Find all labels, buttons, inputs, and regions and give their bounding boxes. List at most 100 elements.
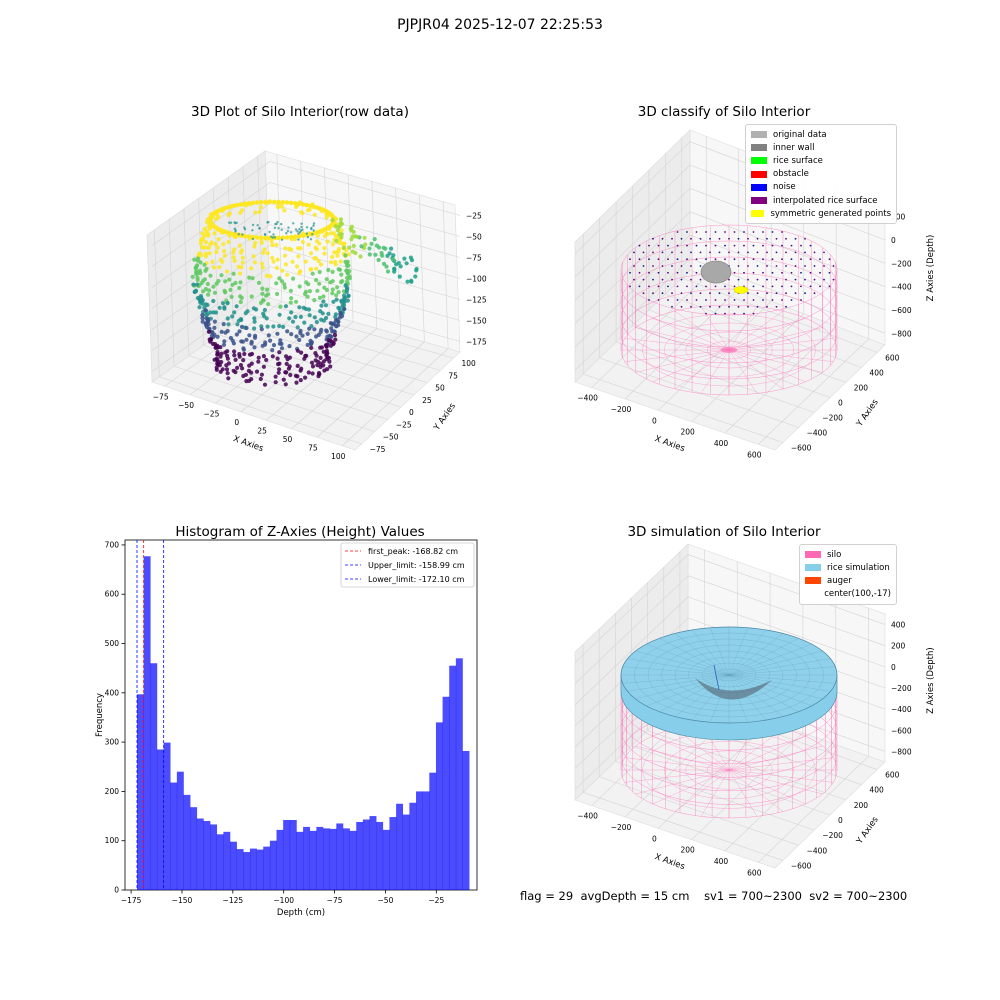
- sim-z-tick-label: −400: [891, 705, 912, 714]
- cls-surface-point: [823, 265, 825, 267]
- raw-point: [305, 294, 310, 299]
- raw-point: [288, 288, 293, 293]
- raw-point: [223, 350, 228, 355]
- raw-point: [220, 301, 226, 306]
- raw-point: [232, 353, 237, 358]
- raw-point: [240, 260, 245, 265]
- sim-silo-spoke: [728, 769, 806, 805]
- cls-y-tick-label: 200: [854, 384, 869, 393]
- raw-gridline: [233, 323, 428, 383]
- raw-point: [231, 341, 236, 346]
- raw-point: [267, 220, 270, 224]
- cls-surface-point: [762, 271, 764, 274]
- raw-point: [254, 307, 259, 312]
- raw-point: [210, 259, 215, 264]
- sim-rice-mesh-spoke: [691, 674, 730, 721]
- raw-point: [330, 242, 335, 247]
- raw-point: [321, 299, 326, 304]
- raw-point: [339, 241, 344, 246]
- cls-surface-point: [794, 251, 797, 254]
- cls-y-axis-label: Y Axies: [854, 397, 881, 429]
- cls-surface-point: [680, 292, 683, 295]
- raw-point: [229, 294, 234, 299]
- raw-point: [264, 273, 269, 278]
- histogram-bars: [137, 556, 470, 890]
- raw-point: [215, 334, 220, 339]
- raw-point: [231, 203, 237, 209]
- sim-x-tick-label: −400: [577, 812, 598, 821]
- raw-point: [376, 257, 381, 263]
- legend-swatch: [751, 170, 767, 178]
- cls-surface-point: [766, 237, 768, 240]
- sim-auger: [713, 664, 720, 691]
- raw-point: [319, 262, 324, 267]
- raw-point: [269, 239, 274, 244]
- y-tick-label: 600: [105, 590, 120, 599]
- raw-point: [322, 246, 327, 251]
- raw-point: [307, 231, 313, 237]
- cls-gridline: [689, 188, 886, 264]
- histogram-bar: [223, 831, 231, 890]
- histogram-bar: [249, 848, 257, 890]
- raw-point: [254, 369, 260, 374]
- cls-y-tick-label: 0: [838, 399, 843, 408]
- cls-surface-point: [705, 244, 707, 247]
- histogram-bar: [362, 819, 370, 890]
- raw-point: [310, 227, 313, 231]
- cls-x-tick-label: −200: [611, 405, 632, 414]
- cls-surface-point: [714, 231, 717, 233]
- sim-silo-spoke: [728, 769, 758, 817]
- histogram-bar: [455, 658, 463, 890]
- raw-gridline: [168, 219, 175, 367]
- raw-point: [257, 209, 262, 214]
- raw-point: [237, 243, 242, 248]
- raw-gridline: [203, 344, 402, 408]
- raw-point: [282, 208, 287, 213]
- raw-point: [193, 266, 198, 271]
- raw-point: [260, 291, 265, 296]
- cls-surface-point: [781, 271, 783, 274]
- raw-y-tick-label: 0: [409, 408, 414, 417]
- cls-surface-point: [676, 258, 679, 261]
- raw-point: [324, 329, 329, 334]
- raw-point: [206, 245, 211, 250]
- y-tick-label: 400: [105, 688, 120, 697]
- cls-surface-point: [781, 285, 783, 288]
- raw-point: [241, 358, 246, 363]
- simulation-legend: silo rice simulation auger center(100,-17): [799, 544, 897, 605]
- raw-point: [206, 329, 211, 334]
- cls-surface-point: [785, 278, 787, 281]
- sim-silo-spoke: [728, 745, 823, 771]
- classify-3d-plot: −400−2000200400600−600−400−2000200400600…: [574, 129, 936, 459]
- sim-x-tick-label: 0: [652, 834, 657, 843]
- sv2-text: sv2 = 700~2300: [809, 889, 908, 903]
- cls-surface-point: [794, 265, 797, 267]
- histogram-bar: [163, 742, 171, 890]
- sim-y-axis-label: Y Axies: [854, 815, 881, 847]
- histogram-bar: [462, 750, 470, 890]
- histogram-bar: [449, 665, 457, 890]
- raw-point: [233, 370, 238, 375]
- histogram-bar: [236, 849, 244, 890]
- cls-surface-point: [724, 244, 726, 247]
- cls-surface-point: [785, 265, 787, 267]
- sim-gridline: [599, 776, 799, 846]
- cls-surface-point: [762, 299, 764, 301]
- cls-surface-point: [762, 244, 764, 247]
- legend-label: first_peak: -168.82 cm: [368, 547, 458, 556]
- cls-surface-point: [752, 312, 755, 315]
- raw-point: [282, 253, 288, 258]
- y-tick-label: 700: [105, 540, 120, 549]
- cls-surface-point: [743, 231, 745, 233]
- raw-point: [247, 275, 252, 280]
- raw-point: [312, 298, 317, 303]
- cls-surface-point: [775, 251, 778, 254]
- avg-depth-text: avgDepth = 15 cm: [580, 889, 690, 903]
- cls-point-cloud: [629, 231, 835, 353]
- sim-silo-spoke: [728, 735, 806, 771]
- cls-surface-point: [752, 285, 755, 288]
- raw-point: [275, 356, 280, 361]
- legend-entry: center(100,-17): [805, 588, 891, 601]
- sim-rice-surface: [620, 626, 838, 741]
- raw-point: [363, 242, 368, 247]
